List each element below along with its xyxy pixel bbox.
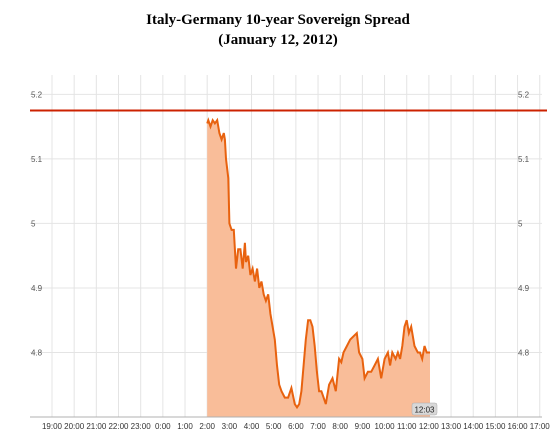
series-area-fill: [207, 120, 430, 417]
x-tick-label: 1:00: [177, 422, 193, 431]
y-axis-left: 5.2 5.1 5 4.9 4.8: [31, 90, 43, 357]
chart-title: Italy-Germany 10-year Sovereign Spread: [146, 12, 410, 28]
x-tick-label: 20:00: [64, 422, 85, 431]
y-tick-label: 4.9: [31, 284, 43, 293]
x-tick-label: 13:00: [441, 422, 462, 431]
vertical-gridlines: [51, 75, 541, 417]
x-axis: 19:00 20:00 21:00 22:00 23:00 0:00 1:00 2:00 3:0…: [42, 422, 550, 431]
x-tick-label: 14:00: [463, 422, 484, 431]
x-tick-label: 17:00: [530, 422, 551, 431]
series-line: [206, 117, 430, 410]
x-tick-label: 0:00: [155, 422, 171, 431]
y-tick-label: 4.8: [31, 348, 43, 357]
y-tick-label: 5.1: [518, 155, 530, 164]
x-tick-label: 11:00: [397, 422, 417, 431]
x-tick-label: 4:00: [244, 422, 260, 431]
y-tick-label: 5.2: [518, 90, 530, 99]
x-tick-label: 5:00: [266, 422, 282, 431]
x-tick-label: 7:00: [310, 422, 326, 431]
y-axis-right: 5.2 5.1 5 4.9 4.8: [518, 90, 530, 357]
y-tick-label: 5: [518, 219, 523, 228]
x-tick-label: 15:00: [485, 422, 506, 431]
last-time-label: 12:03: [414, 406, 435, 415]
x-tick-label: 23:00: [131, 422, 152, 431]
x-tick-label: 21:00: [86, 422, 107, 431]
x-tick-label: 6:00: [288, 422, 304, 431]
last-time-badge-box: [411, 402, 438, 416]
chart-subtitle: (January 12, 2012): [218, 32, 338, 48]
x-tick-label: 2:00: [199, 422, 215, 431]
x-tick-label: 16:00: [508, 422, 529, 431]
y-tick-label: 5: [31, 219, 36, 228]
x-tick-label: 10:00: [375, 422, 396, 431]
y-tick-label: 5.2: [31, 90, 43, 99]
x-tick-label: 12:00: [419, 422, 440, 431]
x-tick-label: 8:00: [332, 422, 348, 431]
y-tick-label: 4.8: [518, 348, 530, 357]
y-tick-label: 4.9: [518, 284, 530, 293]
x-tick-label: 19:00: [42, 422, 63, 431]
x-tick-label: 9:00: [355, 422, 371, 431]
x-tick-label: 3:00: [222, 422, 238, 431]
last-time-badge: 12:03: [411, 402, 438, 416]
horizontal-gridlines: [30, 93, 542, 353]
y-tick-label: 5.1: [31, 155, 43, 164]
plot-area: [30, 75, 542, 415]
x-tick-label: 22:00: [108, 422, 129, 431]
